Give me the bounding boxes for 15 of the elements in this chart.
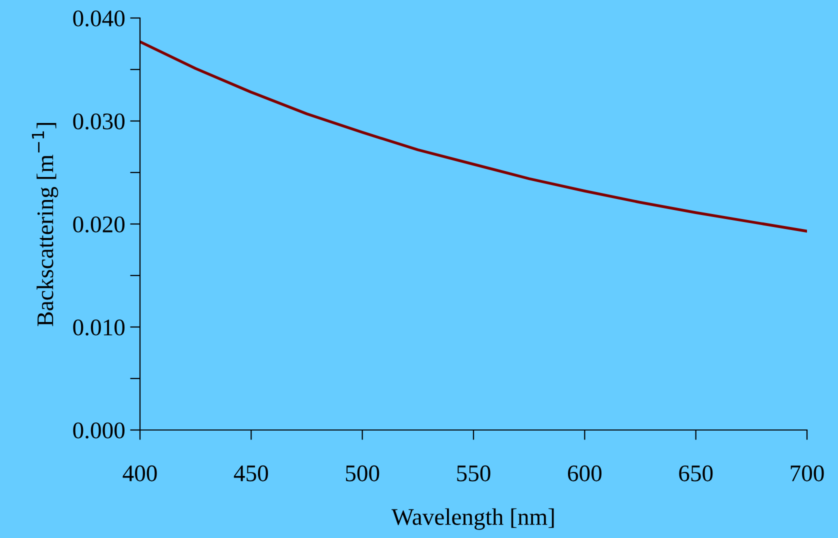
x-tick-label: 700 (790, 465, 824, 482)
x-tick-label: 400 (122, 465, 157, 482)
line-series (140, 40, 807, 233)
x-tick-label: 600 (568, 465, 602, 482)
x-tick-label: 650 (679, 465, 713, 482)
y-tick-label: 0.020 (73, 216, 125, 233)
y-tick-label: 0.000 (73, 422, 125, 439)
x-tick-label: 450 (234, 465, 268, 482)
y-tick-label: 0.010 (73, 319, 125, 336)
x-axis-title: Wavelength [nm] (392, 508, 554, 530)
y-tick-label: 0.040 (73, 10, 125, 27)
x-tick-label: 500 (346, 465, 380, 482)
y-axis-title: Backscattering [m$^{−1}$] (32, 123, 58, 326)
x-tick-label: 550 (457, 465, 490, 482)
y-tick-label: 0.030 (73, 113, 125, 130)
